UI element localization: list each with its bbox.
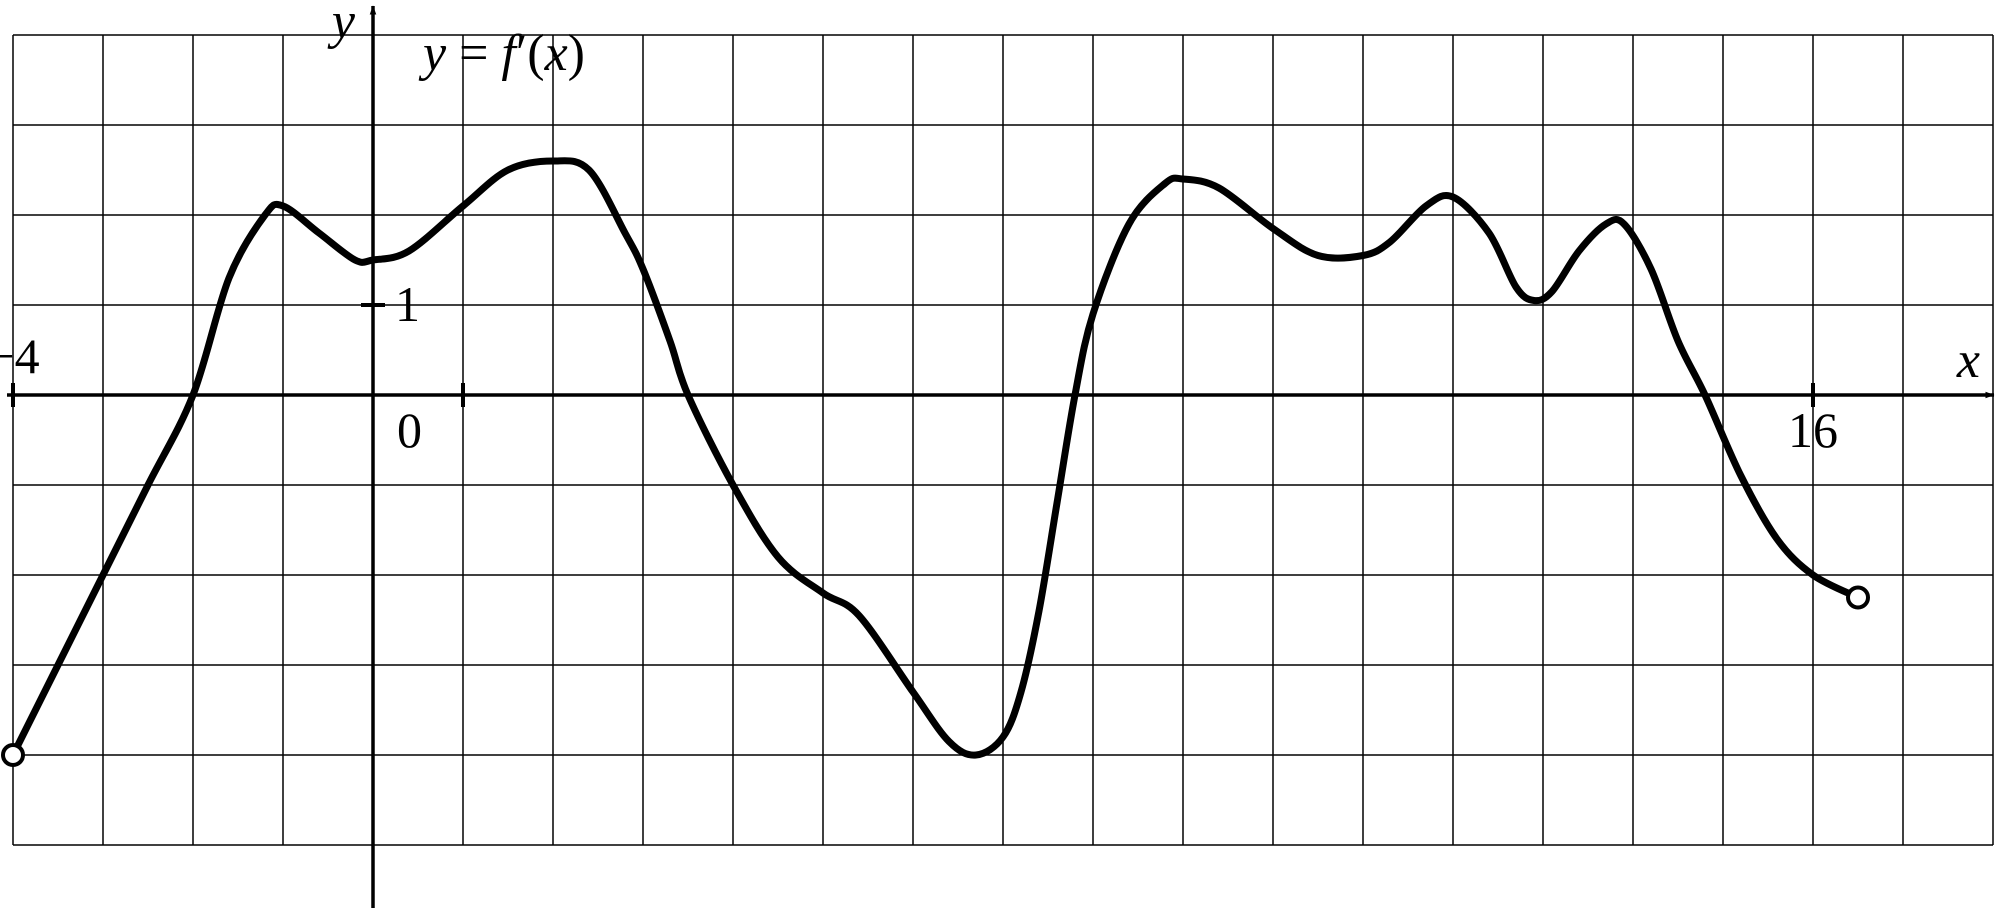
y-axis-label: y — [327, 0, 356, 50]
y-tick-label: 1 — [395, 276, 420, 332]
chart-svg: y x y = f′(x) 0 1 −4 16 — [0, 0, 2000, 914]
chart-container: { "chart": { "type": "line", "title_labe… — [0, 0, 2000, 914]
x-axis-label: x — [1956, 332, 1980, 389]
origin-label: 0 — [397, 402, 422, 458]
grid — [13, 35, 1993, 845]
axes — [7, 6, 1994, 908]
derivative-curve — [13, 161, 1858, 755]
function-label: y = f′(x) — [418, 25, 585, 82]
x-tick-left-label: −4 — [0, 328, 40, 384]
x-tick-right-label: 16 — [1788, 402, 1838, 458]
open-endpoint — [1848, 588, 1868, 608]
open-endpoint — [3, 745, 23, 765]
labels: y x y = f′(x) 0 1 −4 16 — [0, 0, 1980, 458]
